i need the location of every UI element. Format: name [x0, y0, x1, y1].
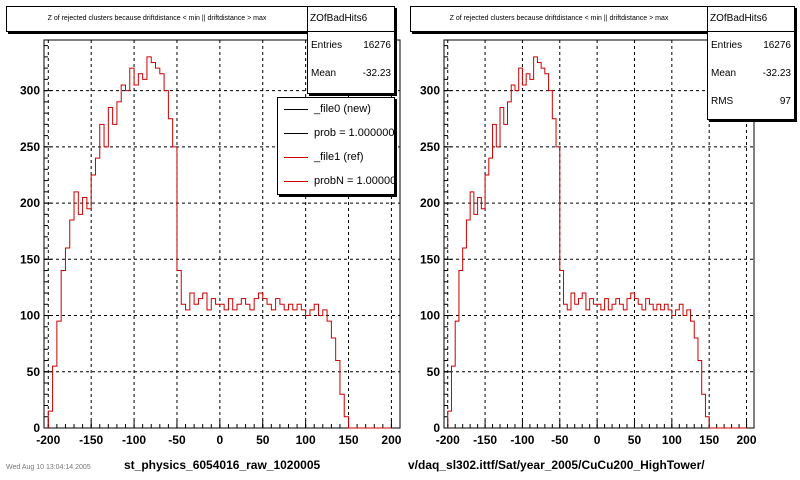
y-tick-label: 200	[420, 196, 440, 210]
panel1-title-box: Z of rejected clusters because driftdist…	[6, 6, 308, 32]
x-tick-label: -200	[36, 433, 60, 447]
x-tick-label: 50	[256, 433, 270, 447]
y-tick-label: 250	[20, 140, 40, 154]
legend-entry: probN = 1.000000	[278, 170, 394, 194]
panel1-stats-title: ZOfBadHits6	[308, 7, 394, 32]
legend-swatch-red	[284, 181, 308, 182]
x-tick-label: 50	[628, 433, 642, 447]
y-tick-label: 100	[20, 309, 40, 323]
y-tick-label: 300	[20, 84, 40, 98]
x-tick-label: 0	[217, 433, 224, 447]
panel1-title: Z of rejected clusters because driftdist…	[47, 15, 267, 22]
histogram-series	[447, 56, 747, 429]
panel2-title-box: Z of rejected clusters because driftdist…	[410, 6, 708, 32]
stats-value: 16276	[363, 40, 391, 51]
histogram-series	[47, 56, 392, 429]
x-tick-label: 150	[339, 433, 359, 447]
x-tick-label: -50	[551, 433, 569, 447]
x-tick-label: 200	[737, 433, 757, 447]
x-tick-label: -100	[122, 433, 146, 447]
footer-timestamp: Wed Aug 10 13:04:14 2005	[6, 464, 91, 471]
legend-entry: prob = 1.000000	[278, 122, 394, 146]
legend-entry: _file0 (new)	[278, 98, 394, 122]
x-tick-label: 200	[381, 433, 401, 447]
x-tick-label: 0	[594, 433, 601, 447]
x-tick-label: 100	[662, 433, 682, 447]
panel1-legend: _file0 (new) prob = 1.000000 _file1 (ref…	[277, 97, 395, 195]
y-tick-label: 50	[427, 365, 441, 379]
legend-entry: _file1 (ref)	[278, 146, 394, 170]
panel2-stats-title: ZOfBadHits6	[708, 7, 794, 32]
stats-value: 16276	[763, 40, 791, 51]
y-tick-label: 100	[420, 309, 440, 323]
y-tick-label: 250	[420, 140, 440, 154]
stats-value: 97	[779, 96, 791, 107]
legend-text: _file0 (new)	[314, 103, 371, 115]
panel2-title: Z of rejected clusters because driftdist…	[449, 15, 669, 22]
x-tick-label: 100	[296, 433, 316, 447]
panel1-stats-box: ZOfBadHits6 Entries 16276 Mean -32.23	[307, 6, 395, 94]
y-tick-label: 200	[20, 196, 40, 210]
y-tick-label: 300	[420, 84, 440, 98]
panel2-stats-row: Entries 16276	[708, 32, 794, 60]
panel2-stats-row: RMS 97	[708, 88, 794, 116]
x-tick-label: -150	[79, 433, 103, 447]
x-tick-label: -150	[473, 433, 497, 447]
legend-swatch-red	[284, 157, 308, 158]
stats-label: Entries	[311, 40, 343, 51]
panel2-stats-box: ZOfBadHits6 Entries 16276 Mean -32.23 RM…	[707, 6, 795, 120]
panel1-file-label: st_physics_6054016_raw_1020005	[124, 458, 321, 472]
legend-text: probN = 1.000000	[314, 175, 395, 187]
stats-label: Mean	[311, 68, 337, 79]
stats-label: Entries	[711, 40, 743, 51]
panel1-stats-row: Mean -32.23	[308, 60, 394, 88]
legend-text: _file1 (ref)	[314, 151, 364, 163]
x-tick-label: -100	[510, 433, 534, 447]
plot-frame	[43, 39, 401, 429]
y-tick-label: 150	[420, 252, 440, 266]
legend-text: prob = 1.000000	[314, 127, 395, 139]
y-tick-label: 50	[27, 365, 41, 379]
x-tick-label: 150	[699, 433, 719, 447]
panel2-stats-row: Mean -32.23	[708, 60, 794, 88]
panel2-file-label: v/daq_sl302.ittf/Sat/year_2005/CuCu200_H…	[408, 458, 705, 472]
y-tick-label: 150	[20, 252, 40, 266]
legend-swatch-black	[284, 109, 308, 110]
legend-swatch-black	[284, 133, 308, 134]
stats-value: -32.23	[362, 68, 391, 79]
panel1-stats-row: Entries 16276	[308, 32, 394, 60]
x-tick-label: -50	[168, 433, 186, 447]
stats-label: Mean	[711, 68, 737, 79]
y-tick-label: 0	[33, 421, 40, 435]
stats-label: RMS	[711, 96, 734, 107]
x-tick-label: -200	[436, 433, 460, 447]
y-tick-label: 0	[433, 421, 440, 435]
stats-value: -32.23	[762, 68, 791, 79]
plot-frame	[443, 39, 755, 429]
